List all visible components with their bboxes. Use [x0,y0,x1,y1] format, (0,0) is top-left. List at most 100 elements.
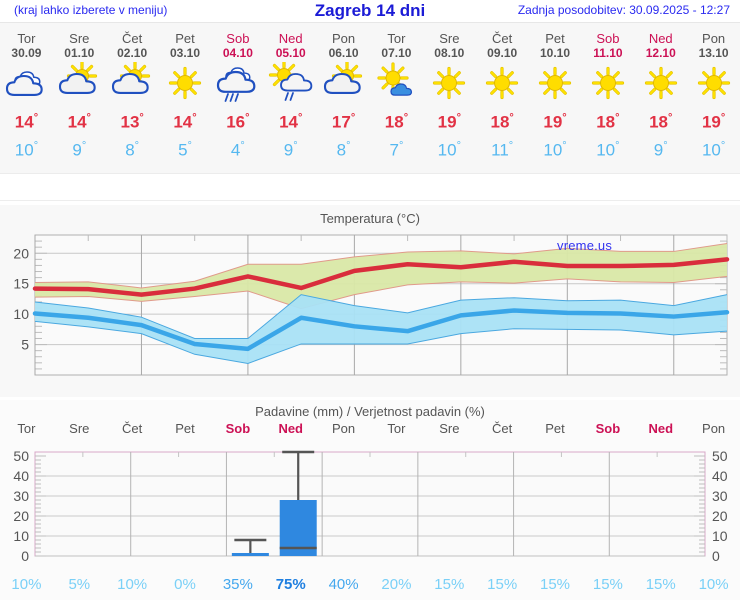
svg-text:0: 0 [712,548,720,564]
rain-icon [216,67,256,102]
day-date: 09.10 [487,46,518,60]
day-date: 07.10 [381,46,412,60]
day-column[interactable]: Tor 30.09 14° 10° [0,23,53,161]
precipitation-chart-title: Padavine (mm) / Verjetnost padavin (%) [255,404,485,419]
last-update-label: Zadnja posodobitev: 30.09.2025 - 12:27 [517,3,730,17]
svg-text:10: 10 [13,306,29,322]
sunny-icon [538,66,572,100]
day-column[interactable]: Čet 02.10 13° 8° [106,23,159,161]
day-date: 03.10 [169,46,201,60]
day-column[interactable]: Čet 09.10 18° 11° [476,23,529,161]
temp-min: 9° [653,139,668,160]
svg-text:40: 40 [712,468,728,484]
precip-probability: 10% [698,576,729,593]
day-name: Čet [492,31,513,46]
day-date: 11.10 [593,46,623,60]
temp-min: 8° [336,139,351,160]
weather-icon-wrap [581,60,634,106]
day-date: 06.10 [328,46,359,60]
weather-icon-wrap [370,60,423,106]
weather-icon-wrap [529,60,582,106]
precip-probability: 20% [381,576,412,593]
precip-day-label: Ned [278,421,303,436]
day-name: Sob [596,31,620,46]
svg-text:40: 40 [13,468,29,484]
day-column[interactable]: Sre 08.10 19° 10° [423,23,476,161]
sunny-icon [486,66,519,100]
day-name: Pon [702,31,726,46]
day-column[interactable]: Ned 05.10 14° 9° [264,23,317,161]
svg-text:20: 20 [13,508,29,524]
day-column[interactable]: Ned 12.10 18° 9° [634,23,687,161]
precip-probability: 0% [174,576,196,593]
precip-day-label: Čet [122,421,143,436]
precip-probability: 15% [540,576,571,593]
day-name: Čet [122,31,143,46]
day-date: 10.10 [540,46,571,60]
temp-max: 16° [226,112,250,132]
temp-max: 13° [120,112,144,132]
temp-min: 8° [125,139,140,160]
day-column[interactable]: Pet 03.10 14° 5° [159,23,212,161]
watermark: vreme.us [557,238,613,253]
svg-text:50: 50 [712,448,728,464]
svg-text:10: 10 [13,528,29,544]
precip-day-label: Sob [595,421,621,436]
temp-max: 19° [437,112,461,132]
weather-icon-wrap [0,60,53,106]
day-column[interactable]: Sre 01.10 14° 9° [53,23,106,161]
temp-min: 10° [14,139,39,160]
weather-icon-wrap [53,60,106,106]
sunny-icon [697,66,730,100]
page-title: Zagreb 14 dni [314,1,426,20]
day-name: Sre [69,31,90,46]
day-name: Pet [545,31,565,46]
svg-text:20: 20 [712,508,728,524]
sun-rain-icon [268,62,312,101]
temp-max: 14° [173,112,197,132]
day-column[interactable]: Pet 10.10 19° 10° [529,23,582,161]
precip-probability: 10% [11,576,42,593]
day-column[interactable]: Sob 04.10 16° 4° [211,23,264,161]
precip-probability: 15% [592,576,623,593]
temp-max: 14° [67,112,91,132]
precipitation-svg: 0 0 10 10 20 20 30 30 40 40 50 50 [13,448,728,564]
precip-day-label: Tor [387,421,406,436]
temp-max: 18° [384,112,409,132]
precipitation-probability-row: 10% 5% 10% 0% 35% 75% 40% 20% 15% 15% 15% 15% 15% 10% [0,576,740,593]
temp-min: 10° [596,139,620,160]
partly-sunny-icon [323,62,362,94]
day-column[interactable]: Sob 11.10 18° 10° [581,23,634,161]
svg-text:30: 30 [712,488,728,504]
day-date: 04.10 [222,46,253,60]
location-hint: (kraj lahko izberete v meniju) [14,3,168,17]
precip-probability: 75% [275,576,306,593]
day-date: 13.10 [698,46,729,60]
svg-text:5: 5 [21,337,29,353]
sunny-icon [168,66,202,100]
day-column[interactable]: Pon 06.10 17° 8° [317,23,370,161]
temp-min: 11° [491,139,514,160]
weather-icon-wrap [106,60,159,106]
day-date: 05.10 [275,46,306,60]
section-divider [0,200,740,201]
precipitation-day-labels: Tor Sre Čet Pet Sob Ned Pon Tor Sre Čet Pet Sob Ned P… [0,421,740,436]
svg-text:30: 30 [13,488,29,504]
day-column[interactable]: Pon 13.10 19° 10° [687,23,740,161]
temperature-plot-area: 5 10 15 20 [0,227,740,395]
weather-icon-wrap [159,60,212,106]
precip-day-label: Čet [492,421,513,436]
temp-max: 19° [701,112,726,132]
day-column[interactable]: Tor 07.10 18° 7° [370,23,423,161]
day-name: Ned [648,31,673,46]
temp-max: 14° [279,112,303,132]
svg-text:15: 15 [13,276,29,292]
svg-text:20: 20 [13,245,29,261]
sunny-icon [433,66,466,100]
partly-sunny-icon [112,62,151,94]
temp-max: 18° [649,112,673,132]
weather-icon-wrap [317,60,370,106]
precip-day-label: Sre [439,421,460,436]
temp-min: 9° [283,139,298,160]
sunny-icon [644,66,677,100]
